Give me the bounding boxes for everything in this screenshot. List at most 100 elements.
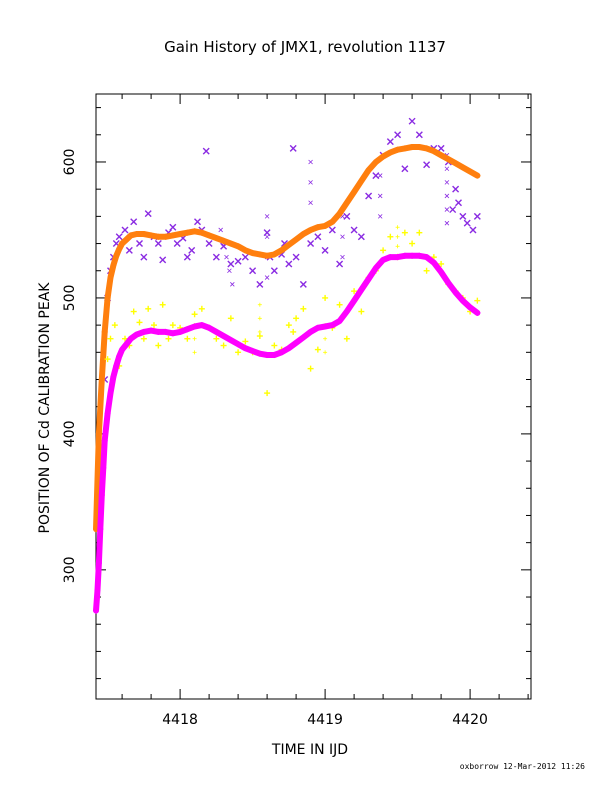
magenta-point (401, 252, 408, 259)
yellow-point (198, 305, 205, 312)
purple-point (314, 233, 322, 241)
orange-point (177, 231, 184, 238)
yellow-point (395, 234, 400, 239)
purple-point (264, 234, 270, 240)
magenta-point (107, 390, 114, 397)
purple-point (285, 260, 293, 268)
purple-point (377, 214, 383, 219)
purple-point (140, 253, 148, 261)
magenta-fit-line (93, 252, 481, 614)
purple-point (365, 192, 373, 200)
magenta-point (314, 324, 321, 331)
magenta-point (264, 352, 271, 359)
orange-point (293, 236, 300, 243)
yellow-point (271, 342, 278, 349)
purple-point (463, 219, 471, 227)
purple-point (202, 147, 210, 155)
yellow-point (227, 315, 234, 322)
magenta-point (104, 410, 111, 417)
magenta-point (169, 330, 176, 337)
purple-point (408, 117, 416, 125)
purple-point (249, 267, 257, 275)
orange-point (220, 237, 227, 244)
yellow-point (387, 233, 394, 240)
magenta-point (177, 328, 184, 335)
magenta-point (95, 560, 102, 567)
x-tick-label: 4420 (452, 712, 488, 728)
orange-point (416, 144, 423, 151)
purple-point (256, 280, 264, 288)
magenta-point (213, 328, 220, 335)
yellow-point (307, 365, 314, 372)
y-tick-label: 400 (62, 421, 78, 448)
yellow-point (130, 308, 137, 315)
yellow-point (409, 240, 416, 247)
orange-point (394, 146, 401, 153)
magenta-point (459, 297, 466, 304)
y-axis-label: POSITION OF Cd CALIBRATION PEAK (37, 282, 53, 534)
purple-point (308, 200, 313, 206)
orange-point (107, 274, 114, 281)
yellow-point (235, 349, 242, 356)
purple-point (234, 257, 242, 265)
yellow-point (213, 335, 220, 342)
purple-point (264, 214, 270, 219)
purple-point (299, 280, 307, 288)
yellow-point (323, 350, 328, 355)
purple-point (270, 267, 278, 275)
orange-point (242, 247, 249, 254)
orange-point (438, 152, 445, 159)
orange-point (459, 164, 466, 171)
orange-point (133, 231, 140, 238)
yellow-point (192, 336, 197, 341)
purple-point (173, 240, 181, 248)
purple-point (205, 240, 213, 248)
yellow-point (438, 260, 445, 267)
purple-point (194, 218, 201, 226)
purple-point (423, 161, 431, 169)
purple-point (377, 173, 383, 178)
orange-point (336, 210, 343, 217)
purple-point (169, 223, 177, 231)
magenta-point (278, 349, 285, 356)
orange-point (307, 226, 314, 233)
yellow-point (323, 336, 328, 341)
orange-point (314, 224, 321, 231)
magenta-point (101, 437, 108, 444)
yellow-point (285, 322, 292, 329)
magenta-point (474, 309, 481, 316)
yellow-point (264, 390, 271, 397)
axis-ticks (96, 94, 531, 699)
yellow-point (300, 305, 307, 312)
purple-point (224, 254, 229, 260)
orange-point (452, 160, 459, 167)
y-tick-label: 500 (62, 285, 78, 312)
purple-point (136, 240, 143, 248)
orange-point (169, 232, 176, 239)
yellow-point (423, 267, 430, 274)
yellow-point (107, 335, 114, 342)
orange-point (119, 240, 126, 247)
magenta-point (394, 254, 401, 261)
orange-point (300, 231, 307, 238)
magenta-point (445, 279, 452, 286)
orange-point (380, 153, 387, 160)
yellow-point (336, 301, 343, 308)
magenta-point (116, 353, 123, 360)
purple-point (386, 138, 394, 146)
yellow-point (351, 288, 358, 295)
purple-point (159, 256, 167, 264)
orange-point (372, 158, 379, 165)
yellow-point (151, 322, 157, 329)
purple-point (340, 254, 345, 260)
yellow-point (257, 316, 262, 321)
purple-point (377, 193, 383, 199)
magenta-point (416, 252, 423, 259)
yellow-point (474, 297, 481, 304)
yellow-point (159, 301, 166, 308)
orange-point (95, 430, 102, 437)
magenta-point (387, 254, 394, 261)
yellow-point (401, 229, 408, 236)
purple-point (350, 226, 358, 234)
orange-point (213, 235, 220, 242)
